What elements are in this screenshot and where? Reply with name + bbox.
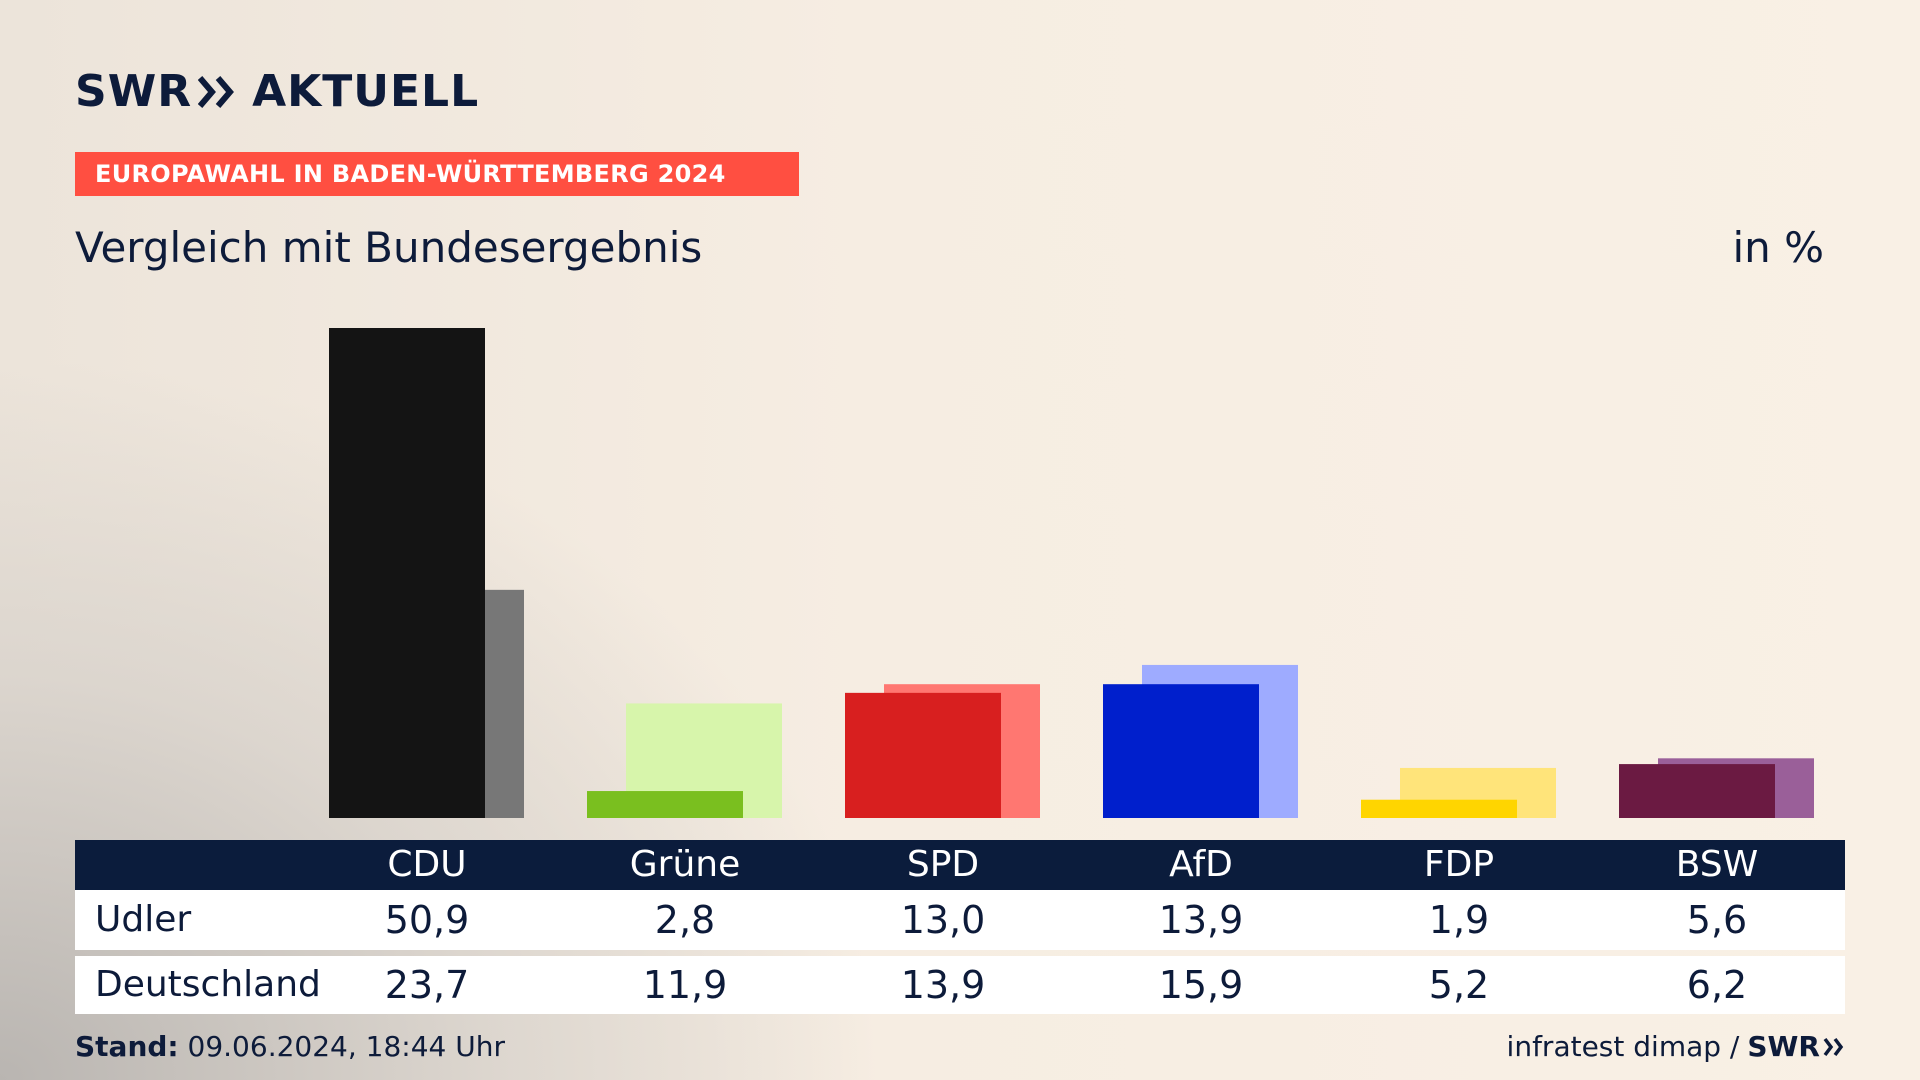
column-header-cdu: CDU [387,844,467,885]
bar-afd-udler [1103,684,1259,818]
stand-value: 09.06.2024, 18:44 Uhr [187,1030,505,1063]
logo-aktuell-text: AKTUELL [252,66,480,117]
timestamp: Stand: 09.06.2024, 18:44 Uhr [75,1029,505,1065]
value-bsw-deutschland: 6,2 [1686,963,1748,1007]
column-header-afd: AfD [1169,844,1233,885]
value-afd-deutschland: 15,9 [1158,963,1244,1007]
column-header-spd: SPD [906,844,980,885]
election-kicker: EUROPAWAHL IN BADEN-WÜRTTEMBERG 2024 [75,152,799,196]
table-row-deutschland: Deutschland 23,7 11,9 13,9 15,9 5,2 6,2 [75,956,1845,1014]
value-cdu-udler: 50,9 [384,898,470,942]
column-header-gruene: Grüne [629,844,741,885]
swr-aktuell-logo: SWR AKTUELL [75,68,479,116]
source-text: infratest dimap / [1506,1030,1740,1063]
stand-label: Stand: [75,1030,179,1063]
table-row-udler: Udler 50,9 2,8 13,0 13,9 1,9 5,6 [75,890,1845,950]
column-header-fdp: FDP [1423,844,1495,885]
double-chevron-icon [198,76,235,108]
value-cdu-deutschland: 23,7 [384,963,470,1007]
footer-double-chevron-icon [1823,1037,1844,1057]
value-spd-deutschland: 13,9 [900,963,986,1007]
row-label-deutschland: Deutschland [95,964,321,1005]
value-gruene-deutschland: 11,9 [642,963,728,1007]
chart-title: Vergleich mit Bundesergebnis [75,223,703,272]
bar-chart [329,328,1814,818]
value-fdp-deutschland: 5,2 [1428,963,1490,1007]
bar-cdu-udler [329,328,485,818]
value-fdp-udler: 1,9 [1428,898,1490,942]
footer-swr-logo: SWR [1747,1029,1845,1065]
bar-fdp-udler [1361,799,1517,818]
column-header-bsw: BSW [1675,844,1759,885]
value-spd-udler: 13,0 [900,898,986,942]
bar-bsw-udler [1619,764,1775,818]
row-label-udler: Udler [95,899,192,940]
unit-label: in % [1732,223,1824,272]
results-table: CDU Grüne SPD AfD FDP BSW Udler 50,9 2,8 13,0 13… [75,840,1845,1014]
bar-gruene-udler [587,791,743,818]
bar-spd-udler [845,692,1001,818]
table-header: CDU Grüne SPD AfD FDP BSW [75,840,1845,890]
value-bsw-udler: 5,6 [1686,898,1748,942]
value-gruene-udler: 2,8 [654,898,716,942]
value-afd-udler: 13,9 [1158,898,1244,942]
source-credit: infratest dimap / SWR [1507,1029,1845,1065]
logo-swr-text: SWR [75,66,193,117]
footer-logo-text: SWR [1747,1030,1820,1063]
